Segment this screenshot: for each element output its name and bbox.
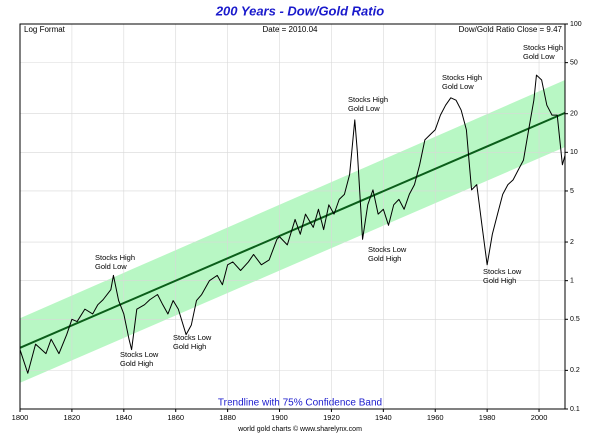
x-tick-label: 1880 (219, 413, 236, 422)
trendline (19, 111, 566, 349)
x-tick-label: 1860 (167, 413, 184, 422)
x-tick-label: 1920 (323, 413, 340, 422)
annotation: Gold Low (442, 82, 474, 91)
annotation: Stocks High (95, 253, 135, 262)
chart-title: 200 Years - Dow/Gold Ratio (215, 3, 384, 18)
y-tick-label: 1 (570, 278, 574, 285)
annotation: Stocks Low (173, 333, 212, 342)
header-left: Log Format (24, 25, 66, 34)
annotation: Gold High (173, 342, 206, 351)
y-tick-label: 5 (570, 188, 574, 195)
annotation: Stocks High (523, 43, 563, 52)
credit: world gold charts © www.sharelynx.com (237, 425, 362, 433)
annotation: Gold Low (523, 52, 555, 61)
plot-frame (19, 23, 566, 410)
header-center: Date = 2010.04 (263, 25, 318, 34)
y-tick-label: 20 (570, 111, 578, 118)
annotation: Stocks Low (483, 267, 522, 276)
x-tick-label: 1960 (427, 413, 444, 422)
header-right: Dow/Gold Ratio Close = 9.47 (459, 25, 563, 34)
x-tick-label: 2000 (531, 413, 548, 422)
annotation: Gold High (483, 276, 516, 285)
y-tick-label: 50 (570, 59, 578, 66)
data-line (19, 74, 566, 374)
confidence-band (20, 80, 565, 383)
y-tick-label: 100 (570, 21, 582, 28)
x-tick-label: 1980 (479, 413, 496, 422)
y-tick-label: 0.2 (570, 367, 580, 374)
annotation: Stocks High (442, 73, 482, 82)
x-tick-label: 1840 (115, 413, 132, 422)
x-tick-label: 1800 (12, 413, 29, 422)
x-tick-label: 1940 (375, 413, 392, 422)
x-tick-label: 1820 (64, 413, 81, 422)
annotation: Stocks High (348, 95, 388, 104)
y-tick-label: 2 (570, 239, 574, 246)
y-tick-label: 0.1 (570, 406, 580, 413)
y-tick-label: 0.5 (570, 316, 580, 323)
annotation: Gold High (368, 254, 401, 263)
annotation: Stocks Low (368, 245, 407, 254)
footer: Trendline with 75% Confidence Band (218, 398, 382, 409)
annotation: Gold High (120, 359, 153, 368)
annotation: Stocks Low (120, 350, 159, 359)
x-tick-label: 1900 (271, 413, 288, 422)
y-tick-label: 10 (570, 149, 578, 156)
annotation: Gold Low (348, 104, 380, 113)
annotation: Gold Low (95, 262, 127, 271)
